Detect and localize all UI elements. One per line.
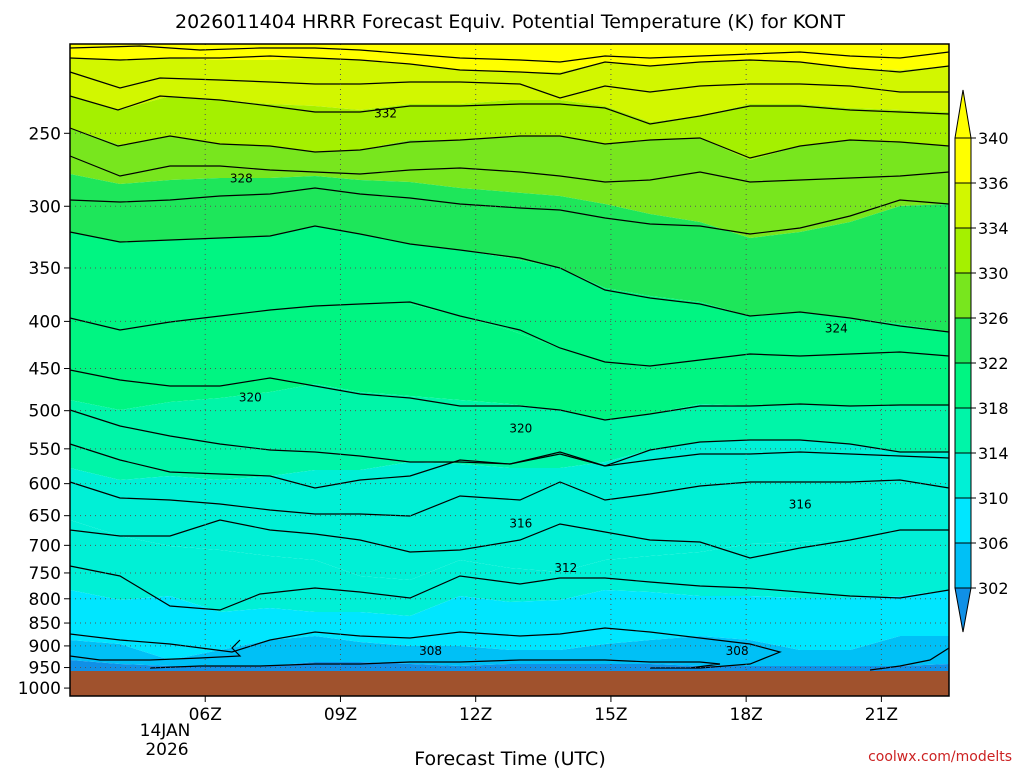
plot-frame: [69, 43, 950, 697]
y-tick-label: 700: [29, 536, 61, 556]
x-tick-label: 12Z: [459, 705, 492, 725]
color-band: [70, 440, 949, 580]
colorbar-segment: [954, 137, 972, 184]
contour-line: [69, 95, 950, 125]
color-band: [70, 590, 949, 660]
color-band: [70, 660, 949, 671]
x-tick-label: 18Z: [730, 705, 763, 725]
contour-line: [69, 369, 949, 421]
y-tick-label: 250: [29, 124, 61, 144]
y-tick-label: 650: [29, 507, 61, 527]
color-band: [70, 304, 949, 420]
color-band: [70, 174, 949, 332]
colorbar-segment: [954, 407, 972, 454]
x-tick-label: 15Z: [594, 705, 627, 725]
contour-lines: [69, 45, 950, 671]
colorbar-tick-label: 318: [978, 399, 1009, 418]
contour-line: [69, 187, 950, 235]
colorbar-tick-label: 306: [978, 534, 1009, 553]
chart-title: 2026011404 HRRR Forecast Equiv. Potentia…: [175, 11, 845, 33]
contour-line: [69, 443, 950, 489]
colorbar-tick-label: 322: [978, 354, 1009, 373]
y-tick-label: 1000: [18, 679, 61, 699]
contour-label: 308: [726, 644, 749, 658]
y-tick-label: 350: [29, 259, 61, 279]
color-band: [70, 384, 949, 480]
contour-line: [69, 565, 950, 611]
colorbar-segment: [954, 452, 972, 499]
y-tick-label: 300: [29, 197, 61, 217]
y-tick-label: 850: [29, 614, 61, 634]
colorbar-tick-label: 314: [978, 444, 1009, 463]
x-axis-label: Forecast Time (UTC): [414, 748, 605, 768]
colorbar-tick-label: 334: [978, 219, 1009, 238]
colorbar-segment: [954, 317, 972, 364]
colorbar-segment: [954, 272, 972, 319]
color-band: [70, 44, 949, 72]
contour-line: [69, 479, 950, 517]
contour-labels: 332328324320320316316312308308304: [230, 107, 848, 691]
contour-label: 332: [374, 107, 397, 121]
colorbar-tick-label: 302: [978, 579, 1009, 598]
y-tick-label: 950: [29, 659, 61, 679]
contour-line: [69, 71, 949, 99]
contour-label: 320: [239, 391, 262, 405]
contour-line: [69, 225, 950, 333]
plot-area: 332328324320320316316312308308304: [69, 43, 950, 697]
color-band: [70, 226, 949, 366]
colorbar-segment: [954, 227, 972, 274]
contour-line: [69, 627, 782, 669]
color-band: [70, 58, 949, 122]
contour-label: 316: [789, 497, 812, 511]
x-date-line2: 2026: [145, 740, 188, 760]
colorbar-segment: [954, 497, 972, 544]
y-tick-label: 500: [29, 402, 61, 422]
credit-text: coolwx.com/modelts: [868, 749, 1012, 765]
x-date-line1: 14JAN: [140, 721, 191, 741]
contour-line: [69, 639, 242, 661]
color-band: [70, 636, 949, 666]
color-band: [70, 128, 949, 238]
contour-line: [69, 45, 950, 63]
contour-label: 308: [419, 644, 442, 658]
ground-surface: [70, 671, 949, 696]
x-tick-label: 09Z: [324, 705, 357, 725]
color-band: [70, 96, 949, 160]
colorbar-tick-label: 310: [978, 489, 1009, 508]
x-tick-label: 21Z: [865, 705, 898, 725]
contour-label: 320: [509, 422, 532, 436]
y-tick-label: 450: [29, 360, 61, 380]
y-tick-label: 400: [29, 312, 61, 332]
contour-line: [69, 301, 950, 367]
y-tick-label: 550: [29, 440, 61, 460]
colorbar-segment: [954, 182, 972, 229]
colorbar-segment: [954, 542, 972, 589]
x-tick-label: 06Z: [189, 705, 222, 725]
colorbar-tick-label: 326: [978, 309, 1009, 328]
contour-line: [69, 127, 950, 159]
x-axis: 06Z 09Z 12Z 15Z 18Z 21Z: [189, 696, 898, 725]
y-tick-label: 900: [29, 637, 61, 657]
contour-label: 312: [554, 561, 577, 575]
colorbar-segment: [954, 362, 972, 409]
contour-line: [69, 519, 949, 559]
contour-label: 328: [230, 172, 253, 186]
contour-label: 324: [825, 321, 848, 335]
y-axis: 250 300 350 400 450 500 550 600 650 700 750 800 850 9…: [18, 124, 70, 699]
contour-line: [69, 55, 950, 75]
colorbar-tick-label: 336: [978, 174, 1009, 193]
colorbar: 340 336 334 330 326 322 318 314 310 306 302: [954, 89, 1009, 633]
colorbar-tick-label: 340: [978, 129, 1009, 148]
contour-label: 316: [509, 517, 532, 531]
contour-line: [69, 155, 950, 183]
colorbar-tick-label: 330: [978, 264, 1009, 283]
y-tick-label: 750: [29, 564, 61, 584]
color-band: [70, 520, 949, 616]
color-bands: [70, 44, 949, 671]
y-tick-label: 600: [29, 475, 61, 495]
contour-line: [149, 659, 721, 669]
y-tick-label: 800: [29, 590, 61, 610]
